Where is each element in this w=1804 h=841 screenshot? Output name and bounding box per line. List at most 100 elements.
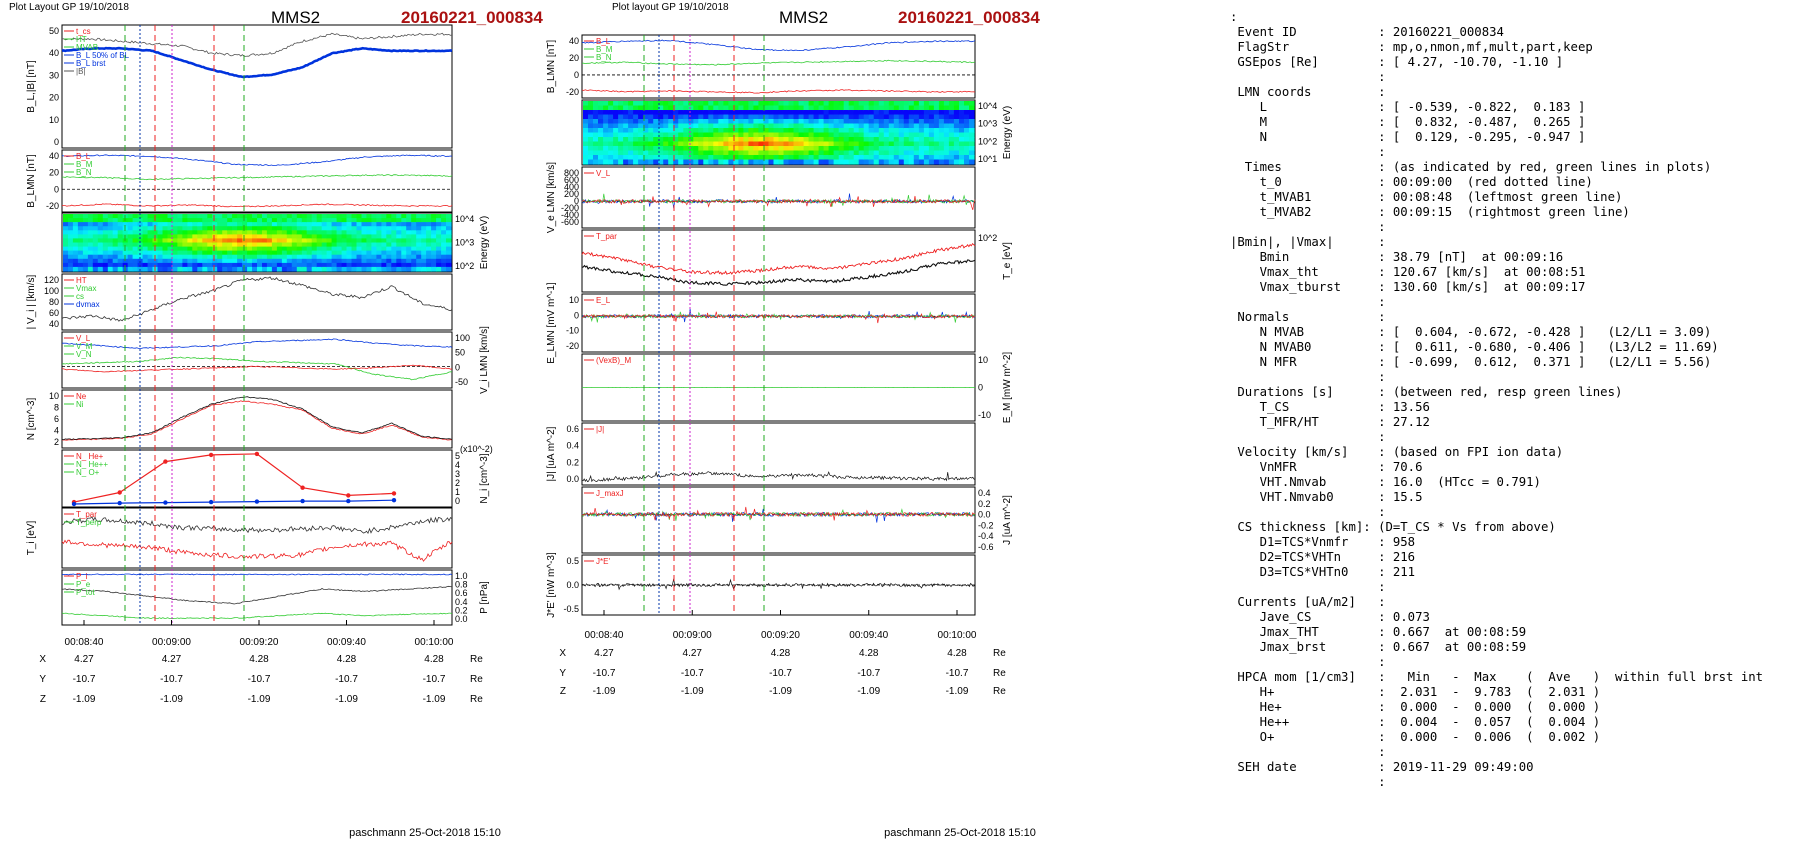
heatmap-cell — [371, 238, 377, 244]
heatmap-cell — [723, 141, 729, 147]
heatmap-cell — [873, 146, 880, 152]
heatmap-cell — [663, 110, 669, 116]
heatmap-cell — [252, 262, 258, 268]
heatmap-cell — [222, 250, 228, 256]
heatmap-cell — [276, 266, 283, 272]
heatmap-cell — [396, 254, 402, 260]
heatmap-cell — [688, 119, 694, 125]
heatmap-cell — [688, 101, 694, 107]
heatmap-cell — [608, 105, 614, 111]
heatmap-cell — [868, 123, 875, 129]
heatmap-cell — [68, 230, 74, 235]
heatmap-cell — [356, 242, 363, 248]
heatmap-cell — [938, 150, 945, 156]
heatmap-cell — [818, 123, 825, 129]
heatmap-cell — [316, 266, 323, 272]
heatmap-cell — [167, 234, 174, 240]
heatmap-cell — [147, 226, 154, 231]
heatmap-cell — [291, 266, 298, 272]
heatmap-cell — [311, 254, 318, 260]
heatmap-cell — [953, 150, 960, 156]
heatmap-cell — [603, 155, 609, 161]
heatmap-cell — [237, 222, 243, 227]
y-tick-label: 10^4 — [978, 101, 997, 111]
heatmap-cell — [177, 250, 183, 256]
heatmap-cell — [381, 246, 387, 252]
heatmap-cell — [843, 119, 850, 125]
heatmap-cell — [738, 105, 744, 111]
heatmap-cell — [718, 119, 724, 125]
heatmap-cell — [618, 141, 624, 147]
heatmap-cell — [678, 123, 684, 129]
heatmap-cell — [868, 114, 875, 120]
heatmap-cell — [803, 123, 810, 129]
heatmap-cell — [421, 218, 427, 223]
info-line: Normals : — [1230, 310, 1386, 324]
heatmap-cell — [828, 137, 835, 143]
heatmap-cell — [127, 254, 134, 260]
heatmap-cell — [152, 242, 159, 248]
heatmap-cell — [959, 105, 965, 111]
heatmap-cell — [182, 258, 188, 264]
heatmap-cell — [252, 218, 258, 223]
heatmap-cell — [301, 222, 308, 227]
heatmap-cell — [301, 266, 308, 272]
heatmap-cell — [959, 119, 965, 125]
heatmap-cell — [202, 262, 208, 268]
info-line: N MVAB0 : [ 0.611, -0.680, -0.406 ] (L3/… — [1230, 340, 1719, 354]
y-tick-label: 10^2 — [978, 233, 997, 243]
heatmap-cell — [336, 230, 343, 235]
heatmap-cell — [648, 114, 654, 120]
heatmap-cell — [798, 101, 805, 107]
heatmap-cell — [623, 119, 629, 125]
heatmap-cell — [753, 123, 759, 129]
heatmap-cell — [107, 222, 114, 227]
heatmap-cell — [92, 214, 99, 219]
heatmap-cell — [733, 137, 739, 143]
heatmap-cell — [633, 150, 639, 156]
heatmap-cell — [212, 242, 218, 248]
heatmap-cell — [723, 132, 729, 138]
heatmap-cell — [97, 250, 104, 256]
heatmap-cell — [843, 128, 850, 134]
heatmap-cell — [603, 123, 609, 129]
heatmap-cell — [227, 262, 233, 268]
heatmap-cell — [217, 214, 223, 219]
heatmap-cell — [948, 132, 955, 138]
heatmap-cell — [247, 242, 253, 248]
series-line-B_M — [581, 59, 976, 66]
heatmap-cell — [718, 114, 724, 120]
heatmap-cell — [401, 226, 407, 231]
heatmap-cell — [252, 238, 258, 244]
heatmap-cell — [316, 234, 323, 240]
heatmap-cell — [763, 155, 770, 161]
heatmap-cell — [593, 110, 599, 116]
heatmap-cell — [823, 110, 830, 116]
heatmap-cell — [598, 150, 604, 156]
heatmap-cell — [207, 242, 213, 248]
heatmap-cell — [588, 137, 594, 143]
heatmap-cell — [147, 218, 154, 223]
heatmap-cell — [678, 132, 684, 138]
heatmap-cell — [72, 222, 79, 227]
heatmap-cell — [406, 218, 412, 223]
heatmap-cell — [933, 146, 940, 152]
heatmap-cell — [693, 137, 699, 143]
series-line-V_M — [61, 356, 453, 381]
heatmap-cell — [768, 132, 775, 138]
heatmap-cell — [217, 258, 223, 264]
heatmap-cell — [753, 146, 759, 152]
heatmap-cell — [107, 234, 114, 240]
heatmap-cell — [351, 238, 358, 244]
y-tick-label: 0 — [455, 496, 460, 506]
heatmap-cell — [628, 155, 634, 161]
heatmap-cell — [713, 105, 719, 111]
info-line: : — [1230, 655, 1386, 669]
heatmap-cell — [386, 254, 392, 260]
y-tick-label: 20 — [49, 168, 59, 178]
series-line-B_N — [61, 203, 453, 208]
heatmap-cell — [883, 159, 890, 165]
info-line: N MFR : [ -0.699, 0.612, 0.371 ] (L2/L1 … — [1230, 355, 1712, 369]
heatmap-cell — [446, 218, 452, 223]
heatmap-cell — [903, 105, 910, 111]
